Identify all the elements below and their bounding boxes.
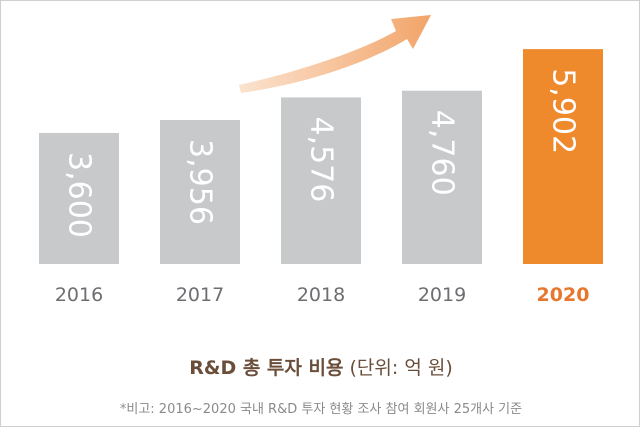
- trend-arrow: [239, 15, 431, 93]
- x-tick-label-2020: 2020: [537, 284, 590, 306]
- chart-footnote: *비고: 2016~2020 국내 R&D 투자 현황 조사 참여 회원사 25…: [119, 402, 523, 417]
- x-tick-label-2017: 2017: [176, 284, 224, 306]
- bar-value-label-2019: 4,760: [425, 110, 460, 196]
- bar-2019: [402, 90, 482, 264]
- bar-value-label-2020: 5,902: [546, 68, 581, 154]
- bar-value-label-2018: 4,576: [304, 116, 339, 202]
- chart-title: R&D 총 투자 비용 (단위: 억 원): [1, 353, 640, 380]
- chart-title-text: R&D 총 투자 비용: [189, 357, 344, 379]
- bar-2020: [523, 49, 603, 265]
- bar-2017: [160, 119, 240, 265]
- bar-2018: [281, 97, 361, 264]
- bar-value-label-2017: 3,956: [183, 139, 218, 225]
- bar-value-label-2016: 3,600: [62, 152, 97, 238]
- bar-2016: [39, 132, 119, 264]
- x-tick-label-2018: 2018: [297, 284, 345, 306]
- x-tick-label-2016: 2016: [55, 284, 103, 306]
- chart-unit-label: (단위: 억 원): [349, 357, 453, 379]
- x-tick-label-2019: 2019: [418, 284, 466, 306]
